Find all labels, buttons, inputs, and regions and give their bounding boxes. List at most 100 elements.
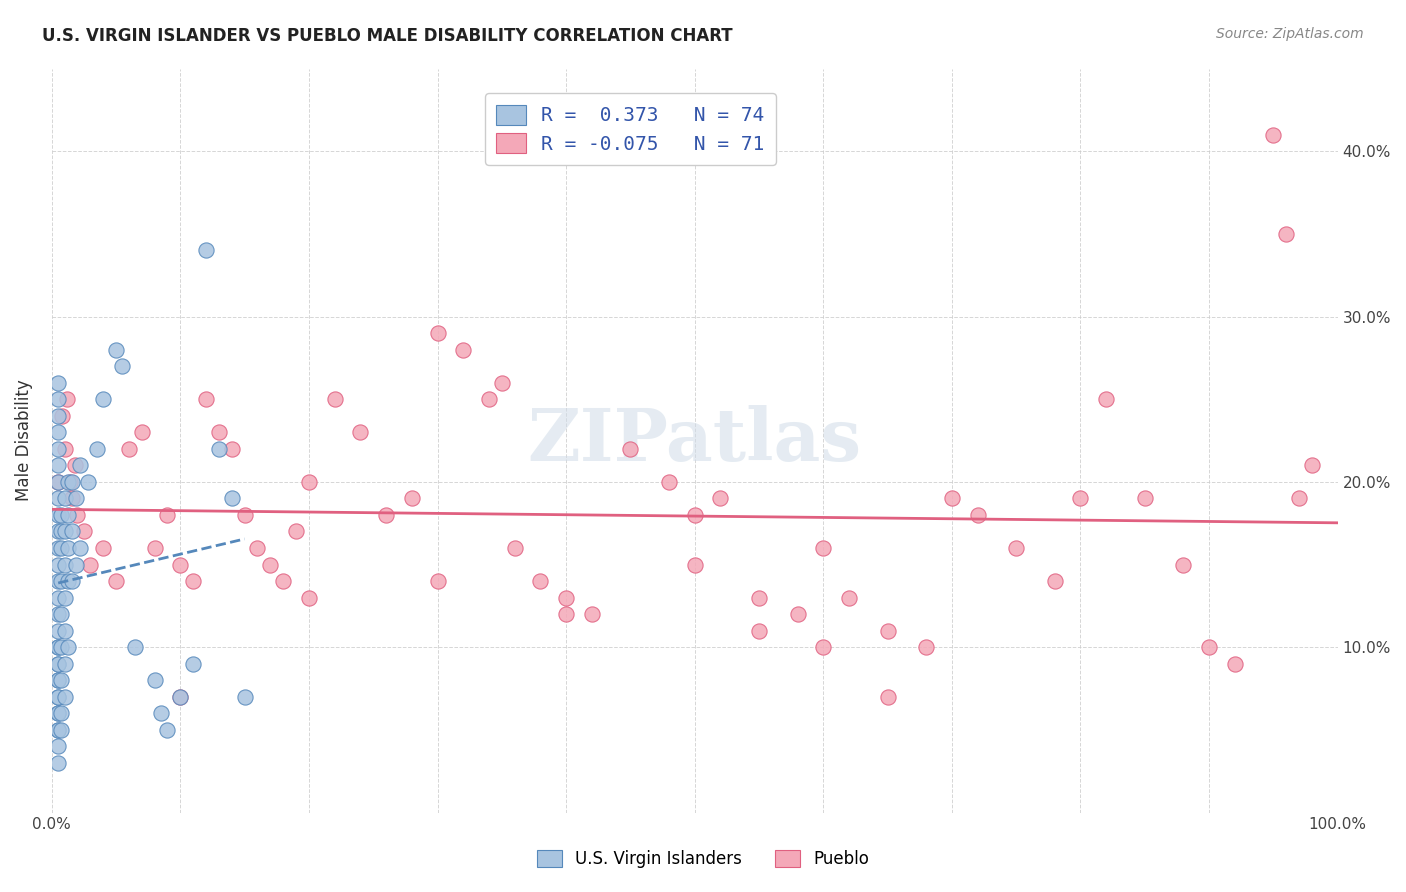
Point [491, 376, 513, 390]
Point [46, 657, 69, 671]
Point [118, 442, 141, 456]
Point [124, 640, 146, 655]
Point [298, 591, 321, 605]
Point [181, 574, 204, 588]
Point [169, 690, 191, 704]
Point [49, 723, 72, 737]
Point [73, 524, 96, 539]
Point [323, 392, 346, 407]
Point [46, 558, 69, 572]
Point [51, 409, 73, 423]
Point [143, 541, 166, 555]
Point [259, 558, 281, 572]
Point [169, 558, 191, 572]
Point [233, 508, 256, 522]
Point [46, 723, 69, 737]
Point [49, 574, 72, 588]
Point [46, 739, 69, 754]
Text: Source: ZipAtlas.com: Source: ZipAtlas.com [1216, 27, 1364, 41]
Point [709, 491, 731, 506]
Point [1275, 227, 1298, 241]
Point [60, 475, 83, 489]
Point [941, 491, 963, 506]
Point [233, 690, 256, 704]
Y-axis label: Male Disability: Male Disability [15, 380, 32, 501]
Point [285, 524, 308, 539]
Point [46, 458, 69, 473]
Point [53, 491, 76, 506]
Point [49, 706, 72, 721]
Point [69, 541, 91, 555]
Point [46, 706, 69, 721]
Point [658, 475, 681, 489]
Point [60, 574, 83, 588]
Point [53, 657, 76, 671]
Point [619, 442, 641, 456]
Point [53, 624, 76, 638]
Point [46, 706, 69, 721]
Point [1095, 392, 1118, 407]
Point [46, 657, 69, 671]
Point [1005, 541, 1028, 555]
Point [76, 475, 98, 489]
Point [86, 442, 108, 456]
Point [46, 673, 69, 688]
Point [49, 541, 72, 555]
Point [748, 624, 770, 638]
Point [105, 574, 128, 588]
Point [150, 706, 173, 721]
Point [46, 756, 69, 770]
Point [451, 343, 474, 357]
Point [63, 458, 86, 473]
Point [786, 607, 808, 621]
Point [181, 657, 204, 671]
Point [58, 508, 80, 522]
Point [46, 524, 69, 539]
Point [53, 524, 76, 539]
Point [105, 343, 128, 357]
Point [1288, 491, 1310, 506]
Point [46, 673, 69, 688]
Point [271, 574, 294, 588]
Point [46, 376, 69, 390]
Point [581, 607, 603, 621]
Point [49, 640, 72, 655]
Point [1069, 491, 1091, 506]
Point [156, 508, 179, 522]
Point [46, 591, 69, 605]
Point [79, 558, 101, 572]
Point [46, 624, 69, 638]
Point [53, 442, 76, 456]
Point [49, 607, 72, 621]
Point [91, 541, 114, 555]
Point [478, 392, 501, 407]
Point [169, 690, 191, 704]
Point [1301, 458, 1323, 473]
Point [1223, 657, 1246, 671]
Point [46, 690, 69, 704]
Point [46, 409, 69, 423]
Legend: U.S. Virgin Islanders, Pueblo: U.S. Virgin Islanders, Pueblo [530, 843, 876, 875]
Point [46, 475, 69, 489]
Point [46, 442, 69, 456]
Point [53, 591, 76, 605]
Point [46, 640, 69, 655]
Point [1043, 574, 1066, 588]
Point [876, 624, 898, 638]
Text: U.S. VIRGIN ISLANDER VS PUEBLO MALE DISABILITY CORRELATION CHART: U.S. VIRGIN ISLANDER VS PUEBLO MALE DISA… [42, 27, 733, 45]
Point [876, 690, 898, 704]
Point [195, 392, 218, 407]
Point [46, 640, 69, 655]
Point [1263, 128, 1285, 142]
Point [1133, 491, 1156, 506]
Point [65, 558, 87, 572]
Point [46, 475, 69, 489]
Point [49, 508, 72, 522]
Point [555, 591, 578, 605]
Point [46, 723, 69, 737]
Point [131, 425, 153, 440]
Point [748, 591, 770, 605]
Point [426, 326, 449, 340]
Point [555, 607, 578, 621]
Point [195, 244, 218, 258]
